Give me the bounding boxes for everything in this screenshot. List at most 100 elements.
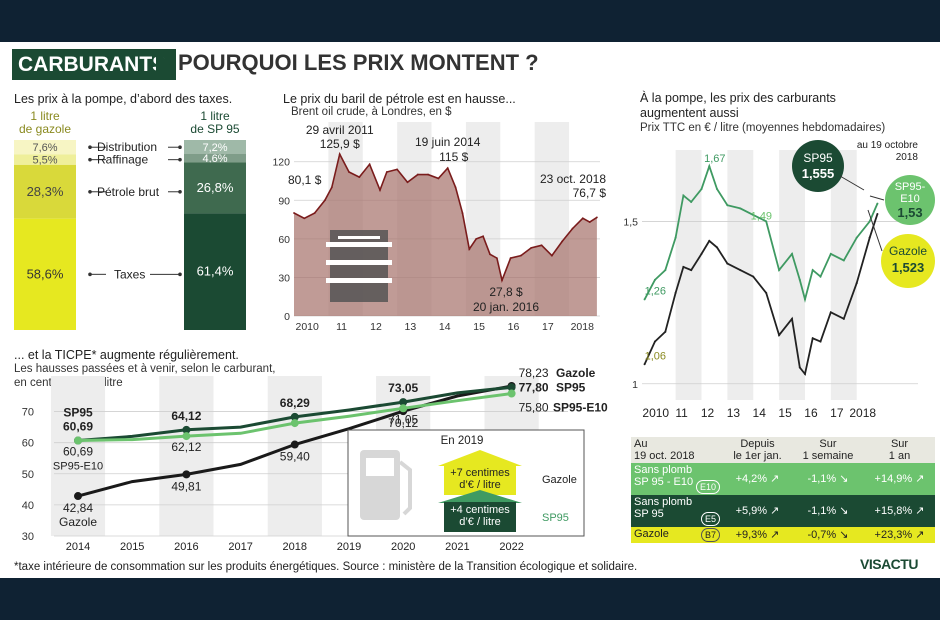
bubble-circle: [885, 175, 935, 225]
pump-line-sp95: [643, 163, 879, 303]
oil-point: [293, 212, 295, 214]
pump-hose: [398, 460, 412, 516]
pump-point: [708, 165, 711, 168]
bar-label-gazole: 1 litre de gazole: [19, 109, 71, 136]
stats-row-gazole: Gazole B7 +9,3% ↗ -0,7% ↘ +23,3% ↗: [631, 527, 935, 543]
gazole-box-label: Gazole: [542, 474, 577, 486]
pump-point: [876, 202, 879, 205]
pointer-line: [867, 209, 883, 252]
oil-point: [495, 257, 498, 260]
pump-point: [653, 340, 656, 343]
bar-segment: [14, 164, 76, 219]
oil-point: [509, 257, 512, 260]
box-title: En 2019: [441, 435, 484, 447]
x-tick-label: 12: [370, 321, 382, 333]
series-label-e10: SP95-E10: [53, 461, 103, 473]
ticpe-chart: 2014 2015 2016 2017 2018 2019 2020 2021 2022 30 40…: [22, 366, 608, 553]
ticpe-point: [182, 470, 191, 479]
pump-point: [868, 236, 871, 239]
stats-value: -1,1%: [807, 473, 837, 485]
x-tick-label: 2018: [849, 406, 876, 420]
stats-value: +23,3%: [874, 529, 913, 541]
stats-header-date: Au 19 oct. 2018: [634, 438, 695, 462]
oil-point: [540, 244, 543, 247]
bar-segment: [184, 162, 246, 214]
bubble-gazole: Gazole 1,523: [881, 234, 935, 288]
year-band: [779, 150, 805, 400]
legend-label: Distribution: [97, 140, 157, 154]
pump-point: [653, 278, 656, 281]
pump-point: [726, 204, 729, 207]
x-tick-label: 2016: [174, 541, 198, 553]
stats-row-label: Sans plomb SP 95: [634, 496, 693, 520]
header-tag-arrow: [156, 49, 170, 80]
oil-point: [446, 167, 449, 170]
oil-point: [313, 212, 316, 215]
bar-value-label: 7,6%: [32, 142, 57, 154]
oil-point: [396, 168, 399, 171]
pump-point: [664, 330, 667, 333]
taxes-heading: Les prix à la pompe, d’abord des taxes.: [14, 92, 233, 106]
stats-row-name: Gazole B7: [631, 527, 723, 543]
x-tick-label: 2015: [120, 541, 144, 553]
oil-point: [596, 216, 598, 219]
x-tick-label: 13: [404, 321, 416, 333]
leader-dot: [88, 189, 92, 194]
legend-label: Taxes: [114, 267, 145, 281]
barrel-body: [330, 230, 388, 302]
legend-sp95: SP95: [556, 380, 586, 394]
arrow-up-icon: ↗: [915, 473, 925, 485]
year-band: [267, 376, 322, 536]
sp95-box-text: +4 centimes d’€ / litre: [450, 504, 510, 528]
pump-point: [778, 334, 781, 337]
value-label: 1,26: [645, 285, 666, 297]
oil-point: [437, 177, 440, 180]
pump-point: [868, 220, 871, 223]
stats-row-name: Sans plomb SP 95 E5: [631, 495, 723, 527]
stats-header-row: Au 19 oct. 2018 Depuis le 1er jan. Sur 1…: [631, 437, 935, 463]
stats-value: -0,7%: [807, 529, 837, 541]
oil-point: [561, 240, 564, 243]
value-label: 1,67: [704, 153, 725, 165]
ticpe-value-label: 73,05: [388, 381, 418, 395]
oil-point: [581, 217, 584, 220]
oil-point: [482, 235, 485, 238]
stats-value: +4,2%: [735, 473, 768, 485]
x-tick-label: 2019: [337, 541, 361, 553]
x-tick-label: 2022: [499, 541, 523, 553]
stats-cell-jan: +4,2% ↗: [723, 463, 792, 495]
oil-point: [338, 153, 341, 156]
ticpe-value-label: 42,84: [63, 501, 93, 515]
bubble-circle: [881, 234, 935, 288]
stats-cell-week: -1,1% ↘: [792, 495, 864, 527]
pump-point: [752, 213, 755, 216]
pump-point: [798, 366, 801, 369]
fuel-badge: E5: [700, 512, 720, 526]
arrow-up-icon: ↗: [770, 529, 780, 541]
bubble-value: 1,555: [802, 166, 835, 181]
stats-header-jan: Depuis le 1er jan.: [733, 438, 782, 462]
x-tick-label: 17: [542, 321, 554, 333]
pump-point: [842, 259, 845, 262]
pump-point: [819, 275, 822, 278]
oil-point: [588, 221, 591, 224]
bar-segment: [184, 153, 246, 163]
bar-value-label: 7,2%: [202, 142, 227, 154]
bar-value-label: 4,6%: [202, 153, 227, 165]
x-tick-label: 13: [727, 406, 741, 420]
oil-point: [303, 217, 306, 220]
pump-point: [716, 187, 719, 190]
year-band: [50, 376, 106, 536]
pointer-line: [839, 175, 865, 191]
ticpe-point: [182, 432, 191, 441]
x-tick-label: 2018: [283, 541, 307, 553]
header-tag: CARBURANTS: [12, 49, 177, 80]
oil-point: [368, 163, 371, 166]
pump-point: [855, 282, 858, 285]
pump-point: [778, 269, 781, 272]
annotation-value: 125,9 $: [320, 137, 360, 151]
x-tick-label: 2017: [228, 541, 252, 553]
leader-dot: [88, 145, 92, 150]
pump-point: [708, 239, 711, 242]
fuel-badge: E10: [695, 480, 720, 494]
